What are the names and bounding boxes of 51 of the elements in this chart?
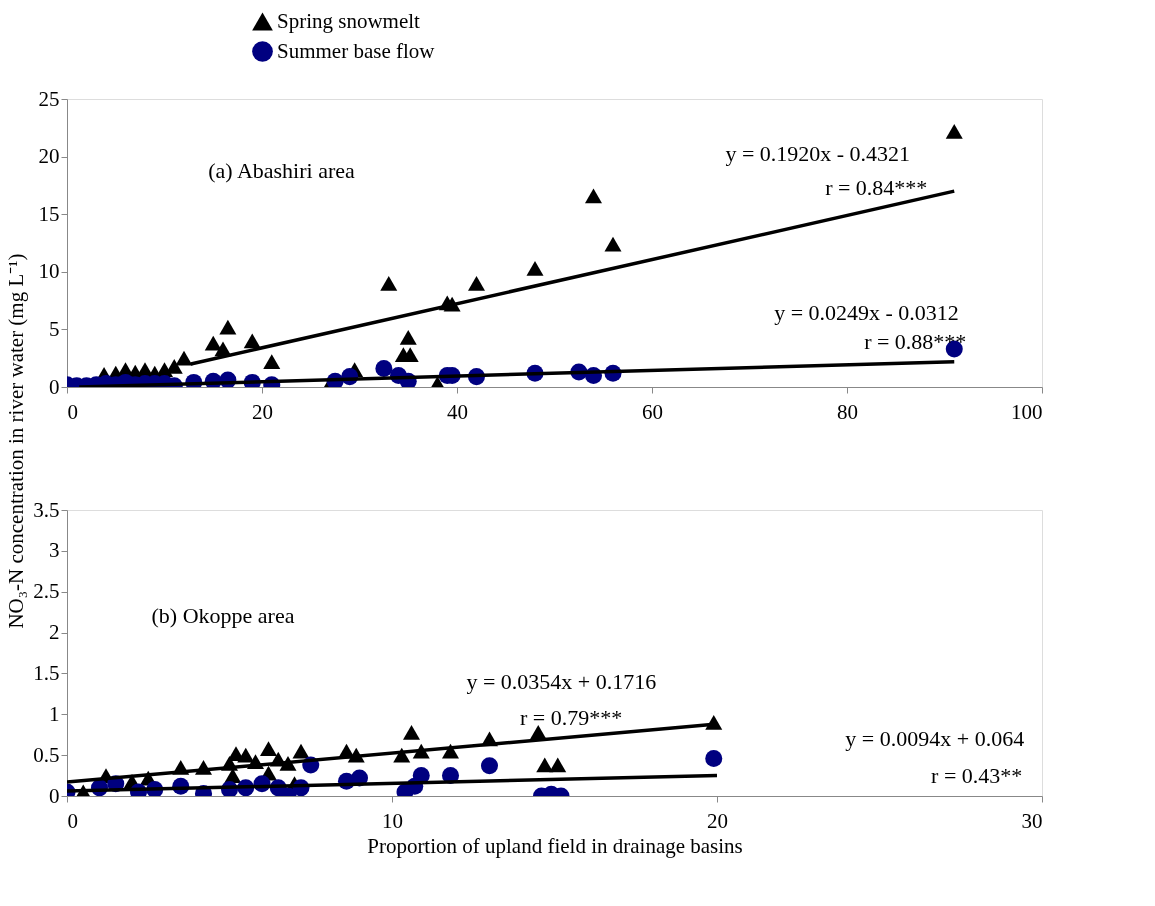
- point: [526, 260, 544, 276]
- y-tick-label: 2.5: [33, 579, 60, 604]
- x-tick-label: 40: [447, 399, 468, 424]
- y-tick-label: 0: [49, 374, 60, 399]
- y-axis-title: NO₃-N concentration in river water (mg L⁻¹): [4, 253, 28, 629]
- annotation: y = 0.0094x + 0.064: [845, 725, 1025, 751]
- x-tick-label: 10: [382, 808, 403, 833]
- y-tick-label: 15: [38, 201, 60, 226]
- annotation: (a) Abashiri area: [208, 158, 356, 183]
- point: [219, 319, 237, 335]
- y-tick-label: 3.5: [33, 497, 60, 522]
- annotation: y = 0.1920x - 0.4321: [725, 140, 911, 166]
- x-tick-label: 20: [252, 399, 273, 424]
- annotation: r = 0.79***: [519, 705, 623, 731]
- y-tick-label: 1.5: [33, 660, 60, 685]
- annotation: y = 0.0249x - 0.0312: [774, 300, 959, 326]
- point: [945, 123, 963, 139]
- annotation: r = 0.43**: [931, 762, 1023, 788]
- x-tick-label: 80: [837, 399, 858, 424]
- point: [263, 354, 281, 370]
- x-tick-label: 0: [67, 808, 78, 833]
- x-tick-label: 30: [1021, 808, 1043, 833]
- y-tick-label: 0.5: [33, 742, 60, 767]
- x-axis-title: Proportion of upland field in drainage basins: [367, 833, 743, 858]
- point: [175, 350, 193, 366]
- y-tick-label: 0: [49, 783, 60, 808]
- point: [467, 275, 486, 291]
- annotation: (b) Okoppe area: [151, 602, 295, 628]
- point: [380, 275, 398, 291]
- y-tick-label: 10: [38, 259, 60, 284]
- y-tick-label: 1: [49, 701, 60, 726]
- point: [584, 188, 603, 204]
- x-tick-label: 60: [642, 399, 663, 424]
- y-tick-label: 5: [49, 316, 60, 341]
- annotation: r = 0.84***: [825, 175, 928, 201]
- x-tick-label: 20: [707, 808, 728, 833]
- point: [604, 236, 622, 252]
- legend-label: Summer base flow: [277, 38, 436, 63]
- y-tick-label: 3: [49, 538, 60, 563]
- annotation: r = 0.88***: [864, 329, 967, 355]
- x-tick-label: 100: [1011, 399, 1043, 424]
- y-tick-label: 25: [38, 86, 60, 111]
- point: [375, 360, 393, 378]
- point: [204, 335, 222, 351]
- y-tick-label: 2: [49, 620, 60, 645]
- point: [399, 330, 417, 345]
- point: [243, 333, 261, 349]
- annotation: y = 0.0354x + 0.1716: [466, 668, 657, 694]
- x-tick-label: 0: [67, 399, 78, 424]
- y-tick-label: 20: [38, 144, 60, 169]
- legend-label: Spring snowmelt: [277, 8, 421, 33]
